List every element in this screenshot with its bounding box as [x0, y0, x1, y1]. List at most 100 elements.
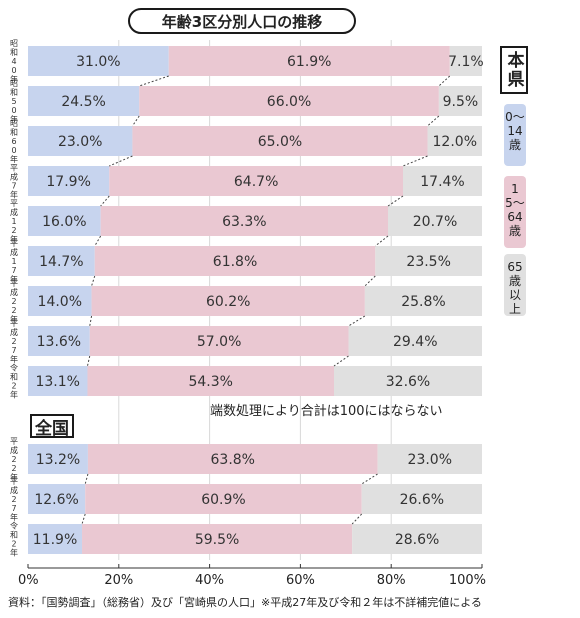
bar-segment	[28, 206, 101, 236]
category-label: 平成 1 2 年	[10, 199, 18, 244]
bar-segment	[85, 484, 362, 514]
bar-segment	[352, 524, 482, 554]
data-label: 60.9%	[201, 492, 245, 508]
data-label: 11.9%	[33, 532, 77, 548]
connector-line	[348, 315, 366, 327]
data-label: 14.7%	[39, 254, 83, 270]
x-axis-tick-label: 0%	[18, 573, 39, 588]
connector-line	[94, 235, 102, 247]
data-label: 31.0%	[76, 54, 120, 70]
bar-segment	[403, 166, 482, 196]
connector-line	[81, 513, 86, 525]
data-label: 28.6%	[395, 532, 439, 548]
data-label: 20.7%	[413, 214, 457, 230]
data-label: 29.4%	[393, 334, 437, 350]
bar-segment	[28, 166, 110, 196]
data-label: 23.0%	[58, 134, 102, 150]
data-label: 59.5%	[195, 532, 239, 548]
category-label: 平成 2 7 年	[10, 477, 18, 522]
data-label: 9.5%	[443, 94, 479, 110]
bar-segment	[427, 126, 482, 156]
bar-segment	[28, 46, 169, 76]
connector-line	[139, 75, 169, 87]
data-label: 12.0%	[433, 134, 477, 150]
connector-line	[361, 473, 378, 485]
bar-segment	[28, 86, 140, 116]
connector-line	[375, 235, 389, 247]
bar-segment	[82, 524, 353, 554]
chart-title: 年齢3区分別人口の推移	[128, 8, 356, 34]
legend-item-0-14: 0〜14歳	[504, 104, 526, 166]
bar-segment	[94, 246, 376, 276]
rounding-note: 端数処理により合計は100にはならない	[210, 404, 443, 419]
data-label: 61.8%	[213, 254, 257, 270]
bar-segment	[388, 206, 482, 236]
x-axis-tick-label: 60%	[286, 573, 315, 588]
data-label: 13.2%	[36, 452, 80, 468]
data-label: 7.1%	[448, 54, 484, 70]
bar-segment	[377, 444, 482, 474]
x-axis-tick-label: 100%	[449, 573, 486, 588]
bar-segment	[132, 126, 428, 156]
bar-segment	[100, 206, 389, 236]
category-label: 平成 2 2 年	[10, 437, 18, 482]
category-label: 平成 2 2 年	[10, 279, 18, 324]
bar-segment	[87, 444, 378, 474]
bar-segment	[89, 326, 349, 356]
bar-segment	[28, 246, 95, 276]
connector-line	[89, 315, 93, 327]
bar-segment	[87, 366, 334, 396]
bar-segment	[109, 166, 404, 196]
bar-segment	[91, 286, 365, 316]
x-axis-tick-label: 80%	[377, 573, 406, 588]
data-label: 13.1%	[35, 374, 79, 390]
data-label: 23.5%	[406, 254, 450, 270]
data-label: 66.0%	[267, 94, 311, 110]
connector-line	[333, 355, 349, 367]
category-label: 昭和 4 0 年	[10, 39, 18, 84]
connector-line	[100, 195, 110, 207]
bar-segment	[438, 86, 482, 116]
data-label: 13.6%	[37, 334, 81, 350]
bar-segment	[333, 366, 482, 396]
connector-line	[84, 473, 89, 485]
data-label: 26.6%	[400, 492, 444, 508]
x-axis-tick-label: 40%	[195, 573, 224, 588]
data-label: 17.4%	[420, 174, 464, 190]
connector-line	[91, 275, 96, 287]
data-label: 16.0%	[42, 214, 86, 230]
bar-segment	[364, 286, 482, 316]
bar-segment	[28, 524, 83, 554]
data-label: 57.0%	[197, 334, 241, 350]
data-label: 25.8%	[401, 294, 445, 310]
data-label: 61.9%	[287, 54, 331, 70]
category-label: 平成 1 7 年	[10, 239, 18, 284]
connector-line	[438, 75, 451, 87]
bar-segment	[28, 126, 133, 156]
legend-item-15-64: 15〜64歳	[504, 176, 526, 248]
connector-line	[427, 115, 440, 127]
data-label: 12.6%	[34, 492, 78, 508]
connector-line	[364, 275, 376, 287]
connector-line	[351, 513, 363, 525]
bar-segment	[28, 484, 86, 514]
national-tag: 全国	[30, 414, 74, 439]
data-label: 54.3%	[188, 374, 232, 390]
connector-line	[109, 155, 133, 167]
connector-line	[86, 355, 91, 367]
bar-segment	[28, 326, 90, 356]
bar-segment	[375, 246, 482, 276]
data-label: 63.8%	[211, 452, 255, 468]
category-label: 令和 2 年	[10, 363, 18, 400]
category-label: 平成 7 年	[10, 164, 18, 200]
data-label: 63.3%	[222, 214, 266, 230]
prefecture-tag: 本県	[500, 46, 528, 94]
bar-segment	[348, 326, 482, 356]
x-axis-tick-label: 20%	[104, 573, 133, 588]
bar-segment	[139, 86, 439, 116]
category-label: 令和 2 年	[10, 521, 18, 558]
data-label: 64.7%	[234, 174, 278, 190]
bar-segment	[361, 484, 482, 514]
bar-segment	[28, 286, 92, 316]
